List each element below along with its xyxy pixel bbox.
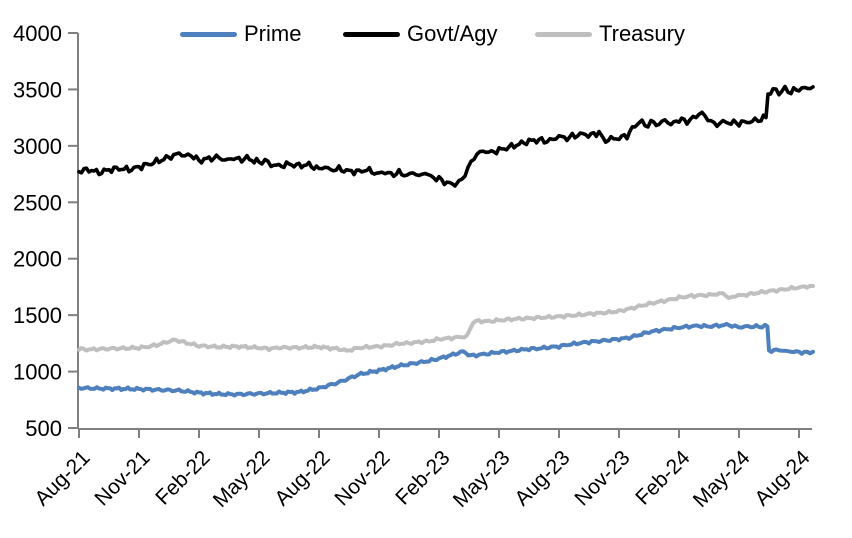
x-axis-tick-label: May-22	[209, 446, 275, 512]
x-axis-tick-label: May-23	[449, 446, 515, 512]
y-axis-tick-label: 2000	[13, 247, 62, 272]
series-line-prime	[77, 321, 815, 398]
y-axis-tick-label: 2500	[13, 190, 62, 215]
x-axis-tick-label: Aug-23	[510, 446, 574, 510]
x-axis-tick-label: Nov-21	[90, 446, 154, 510]
y-axis-tick-label: 4000	[13, 21, 62, 46]
x-axis-tick-label: Feb-22	[151, 446, 214, 509]
series-line-treasury	[77, 283, 815, 353]
x-axis-tick-label: Aug-21	[30, 446, 94, 510]
y-axis-tick-label: 3500	[13, 77, 62, 102]
y-axis-tick-label: 1000	[13, 360, 62, 385]
y-axis-tick-label: 3000	[13, 134, 62, 159]
series-line-govt-agy	[77, 84, 815, 188]
x-axis-tick-label: Feb-23	[391, 446, 454, 509]
x-axis-tick-label: Aug-24	[750, 446, 814, 510]
x-axis-tick-label: Nov-22	[330, 446, 394, 510]
x-axis-tick-label: Aug-22	[270, 446, 334, 510]
x-axis-tick-label: Feb-24	[631, 446, 695, 510]
y-axis-tick-label: 1500	[13, 303, 62, 328]
x-axis-tick-label: Nov-23	[570, 446, 634, 510]
x-axis-tick-label: May-24	[689, 446, 755, 512]
y-axis-tick-label: 500	[25, 416, 62, 441]
